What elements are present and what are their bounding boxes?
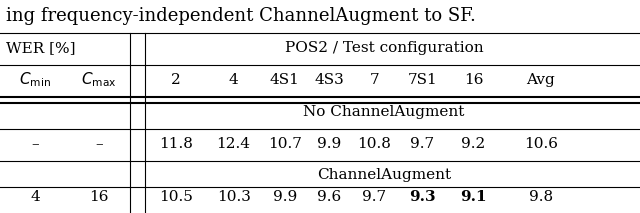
- Text: 4S1: 4S1: [270, 73, 300, 87]
- Text: WER [%]: WER [%]: [6, 41, 76, 55]
- Text: 9.3: 9.3: [409, 190, 436, 204]
- Text: 9.1: 9.1: [460, 190, 487, 204]
- Text: POS2 / Test configuration: POS2 / Test configuration: [285, 41, 483, 55]
- Text: 9.7: 9.7: [410, 137, 435, 151]
- Text: 16: 16: [90, 190, 109, 204]
- Text: 9.9: 9.9: [317, 137, 342, 151]
- Text: –: –: [31, 137, 39, 151]
- Text: 16: 16: [464, 73, 483, 87]
- Text: 9.6: 9.6: [317, 190, 342, 204]
- Text: 7: 7: [369, 73, 380, 87]
- Text: 4S3: 4S3: [315, 73, 344, 87]
- Text: 9.8: 9.8: [529, 190, 553, 204]
- Text: No ChannelAugment: No ChannelAugment: [303, 105, 465, 119]
- Text: –: –: [95, 137, 103, 151]
- Text: 10.5: 10.5: [159, 190, 193, 204]
- Text: 11.8: 11.8: [159, 137, 193, 151]
- Text: $C_{\rm min}$: $C_{\rm min}$: [19, 71, 51, 89]
- Text: 9.9: 9.9: [273, 190, 297, 204]
- Text: 2: 2: [171, 73, 181, 87]
- Text: 10.8: 10.8: [358, 137, 391, 151]
- Text: 7S1: 7S1: [408, 73, 437, 87]
- Text: $C_{\rm max}$: $C_{\rm max}$: [81, 71, 117, 89]
- Text: 9.7: 9.7: [362, 190, 387, 204]
- Text: 4: 4: [228, 73, 239, 87]
- Text: 12.4: 12.4: [216, 137, 251, 151]
- Text: 10.6: 10.6: [524, 137, 558, 151]
- Text: 10.3: 10.3: [217, 190, 250, 204]
- Text: ChannelAugment: ChannelAugment: [317, 168, 451, 182]
- Text: 9.2: 9.2: [461, 137, 486, 151]
- Text: 4: 4: [30, 190, 40, 204]
- Text: ing frequency-independent ChannelAugment to SF.: ing frequency-independent ChannelAugment…: [6, 7, 476, 26]
- Text: Avg: Avg: [527, 73, 555, 87]
- Text: 10.7: 10.7: [268, 137, 301, 151]
